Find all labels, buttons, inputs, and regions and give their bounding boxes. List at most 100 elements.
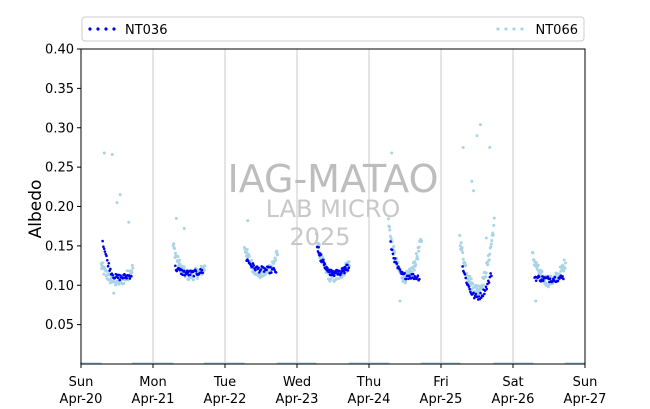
data-point bbox=[460, 246, 464, 250]
data-point bbox=[109, 267, 112, 271]
data-point bbox=[339, 271, 343, 275]
data-point bbox=[338, 269, 341, 273]
data-point bbox=[479, 296, 483, 299]
data-point bbox=[274, 258, 278, 262]
data-point bbox=[563, 266, 567, 270]
data-point bbox=[247, 254, 251, 258]
data-point-outlier bbox=[472, 189, 476, 193]
data-point bbox=[174, 264, 177, 268]
data-point-outlier bbox=[475, 134, 479, 138]
data-point bbox=[192, 274, 196, 278]
data-point bbox=[107, 262, 111, 265]
data-point bbox=[101, 239, 104, 243]
y-tick-label: 0.25 bbox=[45, 161, 74, 176]
data-point bbox=[469, 277, 473, 281]
y-tick-label: 0.05 bbox=[45, 318, 74, 333]
data-point bbox=[413, 260, 417, 264]
data-point-outlier bbox=[484, 236, 488, 240]
data-point bbox=[182, 269, 186, 273]
data-point bbox=[479, 291, 482, 295]
legend-marker-nt066 bbox=[496, 27, 524, 31]
data-point bbox=[389, 240, 392, 243]
data-point bbox=[404, 277, 408, 281]
data-point bbox=[407, 274, 411, 277]
data-point bbox=[330, 273, 334, 277]
data-point bbox=[464, 264, 468, 268]
data-point bbox=[201, 271, 204, 275]
data-point bbox=[341, 269, 345, 273]
watermark-line-2: LAB MICRO bbox=[266, 195, 401, 223]
data-point bbox=[491, 233, 495, 237]
data-point bbox=[562, 269, 566, 273]
data-point bbox=[347, 260, 351, 264]
data-point-outlier bbox=[390, 151, 394, 155]
data-point bbox=[188, 273, 192, 277]
data-point bbox=[102, 247, 106, 251]
data-point bbox=[536, 263, 540, 267]
x-tick-date: Apr-25 bbox=[420, 392, 463, 407]
data-point bbox=[121, 276, 125, 280]
data-point-outlier bbox=[112, 291, 116, 295]
data-point bbox=[387, 225, 391, 229]
data-point bbox=[541, 275, 544, 278]
data-point-outlier bbox=[488, 145, 492, 149]
data-point bbox=[420, 239, 424, 243]
data-point bbox=[484, 275, 488, 279]
data-point bbox=[414, 252, 418, 256]
data-point bbox=[252, 264, 256, 267]
data-point bbox=[416, 274, 420, 278]
data-point bbox=[391, 252, 395, 256]
legend-dot bbox=[88, 27, 92, 31]
data-point bbox=[259, 268, 263, 271]
data-point bbox=[485, 260, 489, 264]
data-point bbox=[102, 245, 105, 249]
data-point bbox=[489, 242, 493, 246]
data-point bbox=[389, 237, 393, 241]
data-point bbox=[125, 276, 129, 280]
watermark-line-3: 2025 bbox=[289, 223, 350, 251]
data-point bbox=[343, 271, 346, 275]
data-point bbox=[398, 268, 402, 271]
data-point bbox=[468, 274, 472, 278]
data-point bbox=[539, 272, 543, 276]
y-tick-label: 0.35 bbox=[45, 82, 74, 97]
data-point bbox=[386, 217, 390, 221]
data-point bbox=[130, 271, 134, 275]
watermark: IAG-MATAO LAB MICRO 2025 bbox=[227, 157, 438, 251]
data-point bbox=[412, 268, 416, 272]
data-point bbox=[194, 269, 198, 273]
data-point bbox=[468, 287, 471, 291]
data-point bbox=[395, 262, 399, 266]
data-point bbox=[546, 285, 550, 289]
data-point bbox=[458, 244, 462, 248]
data-point bbox=[564, 261, 568, 265]
data-point bbox=[404, 280, 408, 284]
watermark-line-1: IAG-MATAO bbox=[227, 157, 438, 201]
x-tick-day: Mon bbox=[139, 375, 166, 390]
data-point bbox=[250, 258, 254, 262]
data-point bbox=[107, 278, 111, 282]
data-point bbox=[458, 234, 462, 238]
data-point bbox=[246, 259, 250, 263]
data-point bbox=[329, 277, 333, 281]
data-point bbox=[195, 276, 199, 280]
data-point bbox=[548, 277, 552, 281]
data-point bbox=[103, 250, 107, 253]
data-point bbox=[483, 292, 486, 296]
data-point bbox=[416, 257, 420, 261]
data-point bbox=[537, 275, 541, 279]
data-point bbox=[417, 245, 421, 249]
data-point bbox=[130, 263, 134, 267]
data-point bbox=[334, 271, 338, 275]
legend-dot bbox=[96, 27, 100, 31]
y-axis-label: Albedo bbox=[26, 180, 46, 239]
data-point bbox=[464, 276, 468, 280]
data-point-outlier bbox=[118, 193, 122, 197]
legend-dot bbox=[504, 27, 508, 31]
data-point bbox=[486, 263, 490, 267]
data-point bbox=[492, 216, 496, 220]
legend-dot bbox=[520, 27, 524, 31]
x-tick-date: Apr-23 bbox=[276, 392, 319, 407]
legend-dot bbox=[512, 27, 516, 31]
